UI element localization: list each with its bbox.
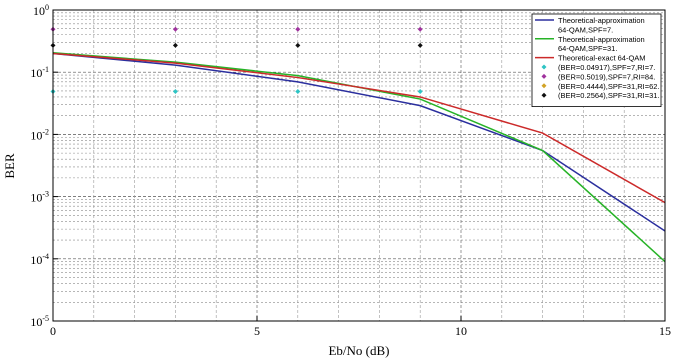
legend-label-7: (BER=0.2564),SPF=31,RI=31. [558, 91, 660, 100]
series-line-3 [52, 52, 666, 204]
series-marker-4 [172, 88, 178, 94]
y-tick-label: 10-3 [30, 190, 49, 205]
y-tick-label: 10-4 [30, 252, 49, 267]
legend-swatch-7 [541, 92, 547, 98]
series-marker-7 [172, 42, 178, 48]
legend-label-1: 64-QAM,SPF=7. [558, 25, 613, 34]
series-marker-5 [295, 26, 301, 32]
x-tick-label: 0 [50, 324, 56, 338]
y-tick-label: 10-1 [30, 65, 49, 80]
legend-swatch-6 [541, 83, 547, 89]
legend-swatch-5 [541, 73, 547, 79]
x-tick-label: 15 [659, 324, 671, 338]
x-axis-ticks: 0 5 10 15 [50, 316, 671, 338]
legend-label-3: Theoretical-exact 64-QAM [558, 54, 646, 63]
y-tick-label: 10-5 [30, 314, 49, 329]
legend-box [531, 13, 662, 107]
legend-label-5: (BER=0.5019),SPF=7,RI=84. [558, 72, 655, 81]
y-axis-ticks: 100 10-1 10-2 10-3 10-4 10-5 [30, 3, 58, 329]
series-marker-7 [417, 42, 423, 48]
series-marker-4 [295, 88, 301, 94]
plot-frame [52, 9, 666, 322]
legend-label-1: Theoretical-approximation [558, 16, 645, 25]
legend-label-4: (BER=0.04917),SPF=7,RI=7. [558, 63, 655, 72]
x-axis-label: Eb/No (dB) [328, 343, 389, 358]
series-marker-7 [295, 42, 301, 48]
legend-label-6: (BER=0.4444),SPF=31,RI=62. [558, 82, 660, 91]
series-lines [52, 52, 666, 263]
x-tick-label: 5 [254, 324, 260, 338]
x-tick-label: 10 [455, 324, 467, 338]
series-markers [50, 26, 423, 94]
legend-swatch-4 [541, 64, 547, 70]
series-marker-5 [172, 26, 178, 32]
y-tick-label: 10-2 [30, 127, 49, 142]
series-marker-5 [417, 26, 423, 32]
series-marker-4 [417, 88, 423, 94]
legend-label-2: 64-QAM,SPF=31. [558, 44, 617, 53]
legend-label-2: Theoretical-approximation [558, 35, 645, 44]
y-tick-label: 100 [33, 3, 49, 18]
legend: Theoretical-approximation64-QAM,SPF=7.Th… [531, 13, 662, 107]
y-axis-label: BER [2, 153, 17, 179]
series-line-1 [52, 52, 666, 232]
